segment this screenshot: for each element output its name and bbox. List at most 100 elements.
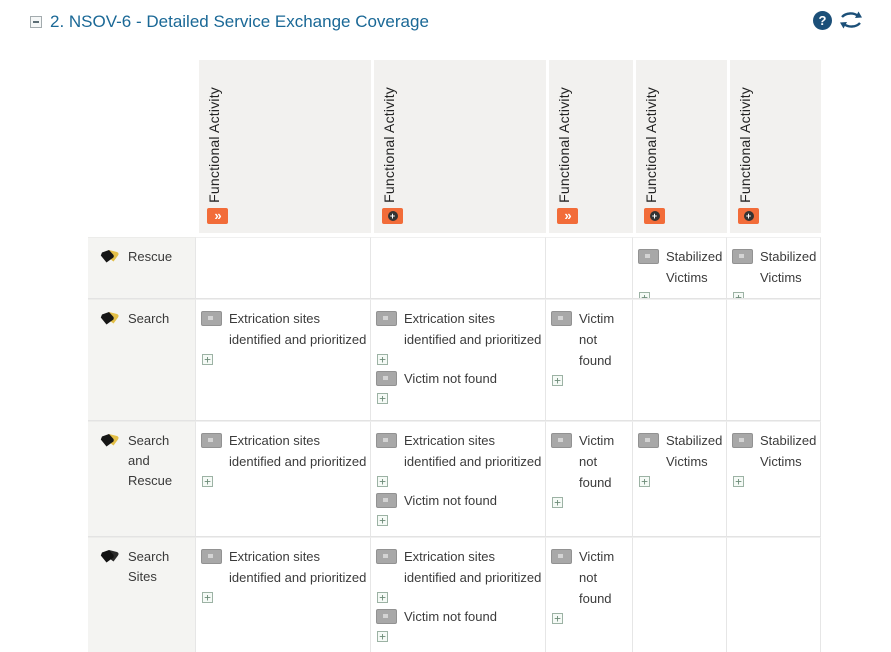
exchange-item-label: Victim not found bbox=[579, 433, 615, 490]
service-handshake-icon bbox=[100, 311, 120, 326]
cell-search-col5[interactable] bbox=[727, 299, 821, 421]
exchange-item[interactable]: Victim not found bbox=[551, 430, 629, 493]
cell-sar-col3[interactable]: Victim not found + bbox=[546, 421, 633, 537]
expand-icon[interactable]: + bbox=[377, 393, 388, 404]
exchange-item[interactable]: Victim not found bbox=[551, 308, 629, 371]
resource-icon bbox=[376, 433, 397, 448]
exchange-item[interactable]: Extrication sites identified and priorit… bbox=[376, 546, 542, 588]
service-handshake-dark-icon bbox=[100, 549, 120, 564]
exchange-item[interactable]: Stabilized Victims bbox=[638, 430, 723, 472]
titlebar: 2. NSOV-6 - Detailed Service Exchange Co… bbox=[30, 12, 429, 32]
page-title: 2. NSOV-6 - Detailed Service Exchange Co… bbox=[50, 12, 429, 31]
cell-rescue-col2[interactable] bbox=[371, 237, 546, 299]
functional-activity-icon: + bbox=[382, 208, 403, 224]
cell-rescue-col4[interactable]: Stabilized Victims + bbox=[633, 237, 727, 299]
expand-icon[interactable]: + bbox=[552, 613, 563, 624]
column-header-label: Functional Activity bbox=[737, 87, 753, 203]
cell-rescue-col1[interactable] bbox=[196, 237, 371, 299]
cell-sites-col3[interactable]: Victim not found + bbox=[546, 537, 633, 652]
exchange-item[interactable]: Extrication sites identified and priorit… bbox=[376, 308, 542, 350]
exchange-item[interactable]: Stabilized Victims bbox=[638, 246, 723, 288]
collapse-icon[interactable] bbox=[30, 16, 42, 28]
exchange-item-label: Stabilized Victims bbox=[760, 433, 817, 469]
expand-icon[interactable]: + bbox=[639, 476, 650, 487]
cell-search-col4[interactable] bbox=[633, 299, 727, 421]
row-header-label: Search bbox=[128, 311, 170, 326]
cell-sites-col1[interactable]: Extrication sites identified and priorit… bbox=[196, 537, 371, 652]
cell-sites-col2[interactable]: Extrication sites identified and priorit… bbox=[371, 537, 546, 652]
expand-icon[interactable]: + bbox=[552, 497, 563, 508]
service-handshake-icon bbox=[100, 433, 120, 448]
expand-icon[interactable]: + bbox=[377, 592, 388, 603]
resource-icon bbox=[551, 549, 572, 564]
row-header-search[interactable]: Search bbox=[88, 299, 196, 421]
exchange-item-label: Victim not found bbox=[579, 311, 615, 368]
exchange-item[interactable]: Extrication sites identified and priorit… bbox=[376, 430, 542, 472]
resource-icon bbox=[376, 493, 397, 508]
resource-icon bbox=[201, 311, 222, 326]
resource-icon bbox=[201, 549, 222, 564]
expand-icon[interactable]: + bbox=[377, 476, 388, 487]
cell-search-col3[interactable]: Victim not found + bbox=[546, 299, 633, 421]
row-header-rescue[interactable]: Rescue bbox=[88, 237, 196, 299]
exchange-item[interactable]: Victim not found bbox=[376, 368, 542, 389]
cell-rescue-col3[interactable] bbox=[546, 237, 633, 299]
expand-icon[interactable]: + bbox=[202, 354, 213, 365]
exchange-item-label: Victim not found bbox=[579, 549, 615, 606]
column-header-3[interactable]: Functional Activity » bbox=[546, 60, 633, 233]
double-arrow-glyph: » bbox=[564, 208, 571, 223]
expand-icon[interactable]: + bbox=[733, 292, 744, 298]
exchange-item[interactable]: Victim not found bbox=[376, 606, 542, 627]
cell-sar-col2[interactable]: Extrication sites identified and priorit… bbox=[371, 421, 546, 537]
row-header-search-and-rescue[interactable]: Search and Rescue bbox=[88, 421, 196, 537]
exchange-item-label: Extrication sites identified and priorit… bbox=[229, 433, 367, 469]
expand-icon[interactable]: + bbox=[377, 515, 388, 526]
row-header-search-sites[interactable]: Search Sites bbox=[88, 537, 196, 652]
column-header-5[interactable]: Functional Activity + bbox=[727, 60, 821, 233]
exchange-item-label: Stabilized Victims bbox=[666, 249, 723, 285]
title-actions: ? bbox=[813, 10, 863, 30]
row-header-label: Search Sites bbox=[128, 549, 170, 584]
exchange-item[interactable]: Victim not found bbox=[551, 546, 629, 609]
expand-icon[interactable]: + bbox=[377, 631, 388, 642]
cell-rescue-col5[interactable]: Stabilized Victims + bbox=[727, 237, 821, 299]
column-header-label: Functional Activity bbox=[206, 87, 222, 203]
service-handshake-icon bbox=[100, 249, 120, 264]
exchange-item[interactable]: Extrication sites identified and priorit… bbox=[201, 308, 367, 350]
column-header-label: Functional Activity bbox=[556, 87, 572, 203]
column-header-4[interactable]: Functional Activity + bbox=[633, 60, 727, 233]
cell-sites-col4[interactable] bbox=[633, 537, 727, 652]
column-header-2[interactable]: Functional Activity + bbox=[371, 60, 546, 233]
column-header-1[interactable]: Functional Activity » bbox=[196, 60, 371, 233]
expand-icon[interactable]: + bbox=[639, 292, 650, 298]
cell-sar-col1[interactable]: Extrication sites identified and priorit… bbox=[196, 421, 371, 537]
exchange-item-label: Victim not found bbox=[404, 493, 497, 508]
circle-plus-glyph: + bbox=[387, 211, 398, 221]
exchange-item-label: Extrication sites identified and priorit… bbox=[404, 433, 542, 469]
help-icon[interactable]: ? bbox=[813, 10, 832, 30]
exchange-item-label: Extrication sites identified and priorit… bbox=[229, 549, 367, 585]
expand-icon[interactable]: + bbox=[733, 476, 744, 487]
cell-sar-col5[interactable]: Stabilized Victims + bbox=[727, 421, 821, 537]
exchange-item[interactable]: Extrication sites identified and priorit… bbox=[201, 430, 367, 472]
resource-icon bbox=[732, 249, 753, 264]
exchange-item-label: Victim not found bbox=[404, 371, 497, 386]
resource-icon bbox=[201, 433, 222, 448]
exchange-item-label: Stabilized Victims bbox=[760, 249, 817, 285]
expand-icon[interactable]: + bbox=[202, 476, 213, 487]
exchange-item[interactable]: Stabilized Victims bbox=[732, 430, 817, 472]
exchange-item[interactable]: Extrication sites identified and priorit… bbox=[201, 546, 367, 588]
exchange-item[interactable]: Victim not found bbox=[376, 490, 542, 511]
cell-sites-col5[interactable] bbox=[727, 537, 821, 652]
expand-icon[interactable]: + bbox=[552, 375, 563, 386]
cell-search-col1[interactable]: Extrication sites identified and priorit… bbox=[196, 299, 371, 421]
matrix-corner bbox=[88, 60, 196, 233]
cell-sar-col4[interactable]: Stabilized Victims + bbox=[633, 421, 727, 537]
functional-activity-icon: » bbox=[207, 208, 228, 224]
expand-icon[interactable]: + bbox=[377, 354, 388, 365]
cell-search-col2[interactable]: Extrication sites identified and priorit… bbox=[371, 299, 546, 421]
expand-icon[interactable]: + bbox=[202, 592, 213, 603]
swap-axes-icon[interactable] bbox=[839, 10, 863, 30]
exchange-item[interactable]: Stabilized Victims bbox=[732, 246, 817, 288]
